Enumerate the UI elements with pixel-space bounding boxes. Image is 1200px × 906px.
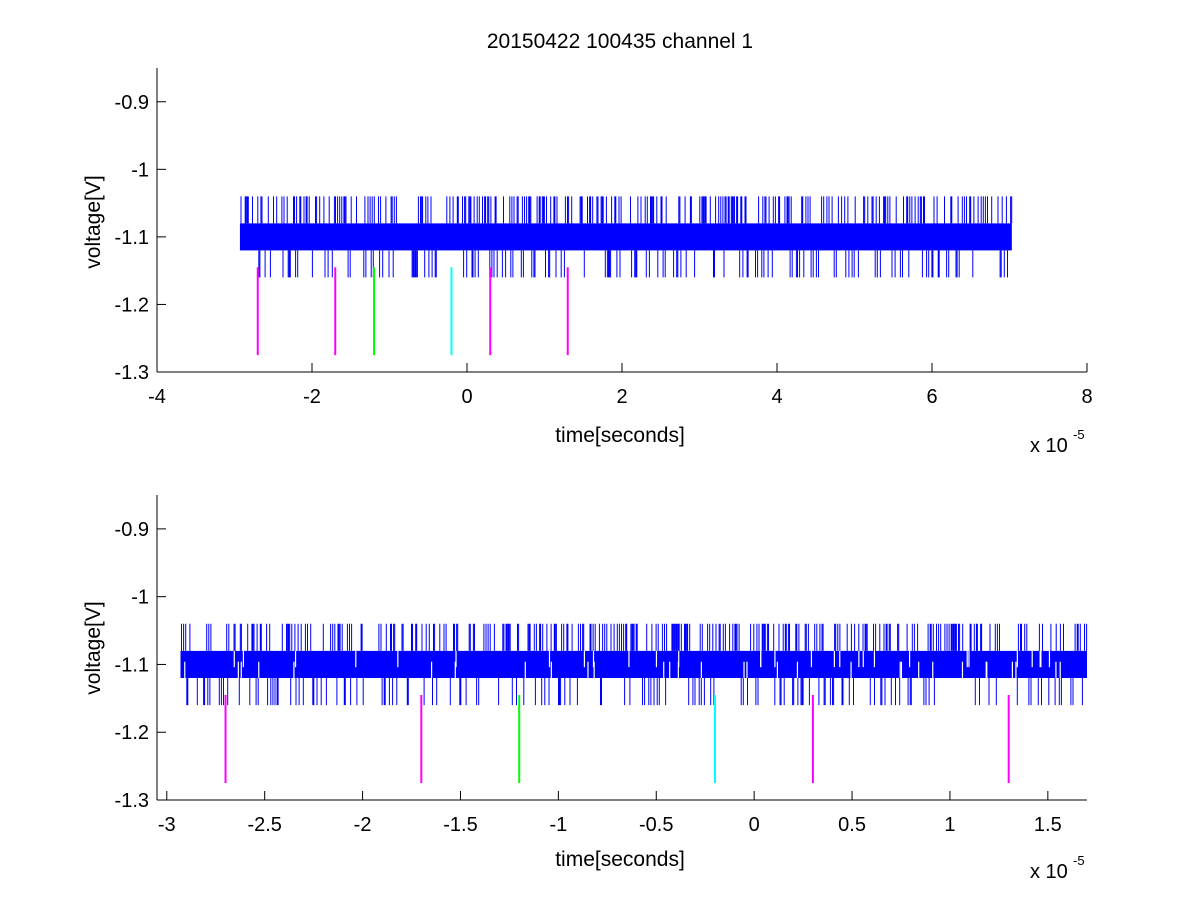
bottom-x-tick-label: -3 (158, 814, 176, 836)
top-x-tick-label: 2 (616, 386, 627, 408)
bottom-marker-layer (224, 694, 1010, 784)
top-y-tick-label: -1.3 (115, 362, 149, 384)
top-y-axis-label: voltage[V] (82, 175, 105, 268)
bottom-x-tick-label: -2.5 (247, 814, 281, 836)
bottom-x-tick-label: -1.5 (443, 814, 477, 836)
bottom-data-layer (180, 623, 1088, 706)
bottom-x-exponent-power: -5 (1073, 853, 1085, 868)
top-signal-band (239, 223, 1012, 251)
top-data-layer (239, 196, 1013, 278)
top-x-tick-label: -4 (148, 386, 166, 408)
bottom-y-tick-label: -1.3 (115, 790, 149, 812)
top-signal-spikes (240, 196, 1013, 278)
bottom-signal-spikes (181, 623, 1088, 706)
bottom-x-tick-label: 0.5 (838, 814, 866, 836)
bottom-panel: -3 -2.5 -2 -1.5 -1 -0.5 0 0.5 1 1.5 -0.9 -1 -1.1 -1.2… (82, 495, 1088, 883)
top-marker-layer (256, 267, 569, 356)
top-x-exponent-power: -5 (1073, 427, 1085, 442)
top-axes: -4 -2 0 2 4 6 8 -0.9 -1 -1.1 -1.2 -1.3 (115, 68, 1093, 408)
bottom-y-tick-label: -1 (131, 587, 149, 609)
bottom-y-tick-label: -1.1 (115, 654, 149, 676)
bottom-y-tick-label: -0.9 (115, 519, 149, 541)
top-x-tick-label: 4 (771, 386, 782, 408)
top-y-tick-label: -1.2 (115, 294, 149, 316)
bottom-x-tick-label: -0.5 (639, 814, 673, 836)
bottom-axes: -3 -2.5 -2 -1.5 -1 -0.5 0 0.5 1 1.5 -0.9 -1 -1.1 -1.2… (115, 495, 1087, 836)
bottom-x-tick-label: -2 (354, 814, 372, 836)
top-x-tick-label: 8 (1081, 386, 1092, 408)
top-x-tick-label: 0 (461, 386, 472, 408)
top-panel: -4 -2 0 2 4 6 8 -0.9 -1 -1.1 -1.2 -1.3 time[seconds… (82, 68, 1093, 457)
bottom-y-axis-label: voltage[V] (82, 601, 105, 694)
top-x-tick-label: -2 (303, 386, 321, 408)
bottom-x-exponent-base: x 10 (1030, 861, 1068, 883)
bottom-x-exponent: x 10 -5 (1030, 853, 1085, 883)
top-x-exponent-base: x 10 (1030, 435, 1068, 457)
bottom-x-tick-label: 1 (944, 814, 955, 836)
bottom-x-tick-label: -1 (549, 814, 567, 836)
top-y-tick-label: -0.9 (115, 92, 149, 114)
top-y-tick-label: -1 (131, 159, 149, 181)
top-y-tick-label: -1.1 (115, 227, 149, 249)
top-x-axis-label: time[seconds] (555, 424, 685, 447)
bottom-x-axis-label: time[seconds] (555, 848, 685, 871)
top-x-tick-label: 6 (926, 386, 937, 408)
chart-title: 20150422 100435 channel 1 (487, 30, 753, 53)
bottom-y-tick-label: -1.2 (115, 722, 149, 744)
bottom-x-tick-label: 0 (749, 814, 760, 836)
bottom-x-tick-label: 1.5 (1034, 814, 1062, 836)
top-x-exponent: x 10 -5 (1030, 427, 1085, 457)
bottom-signal-band (180, 650, 1087, 678)
